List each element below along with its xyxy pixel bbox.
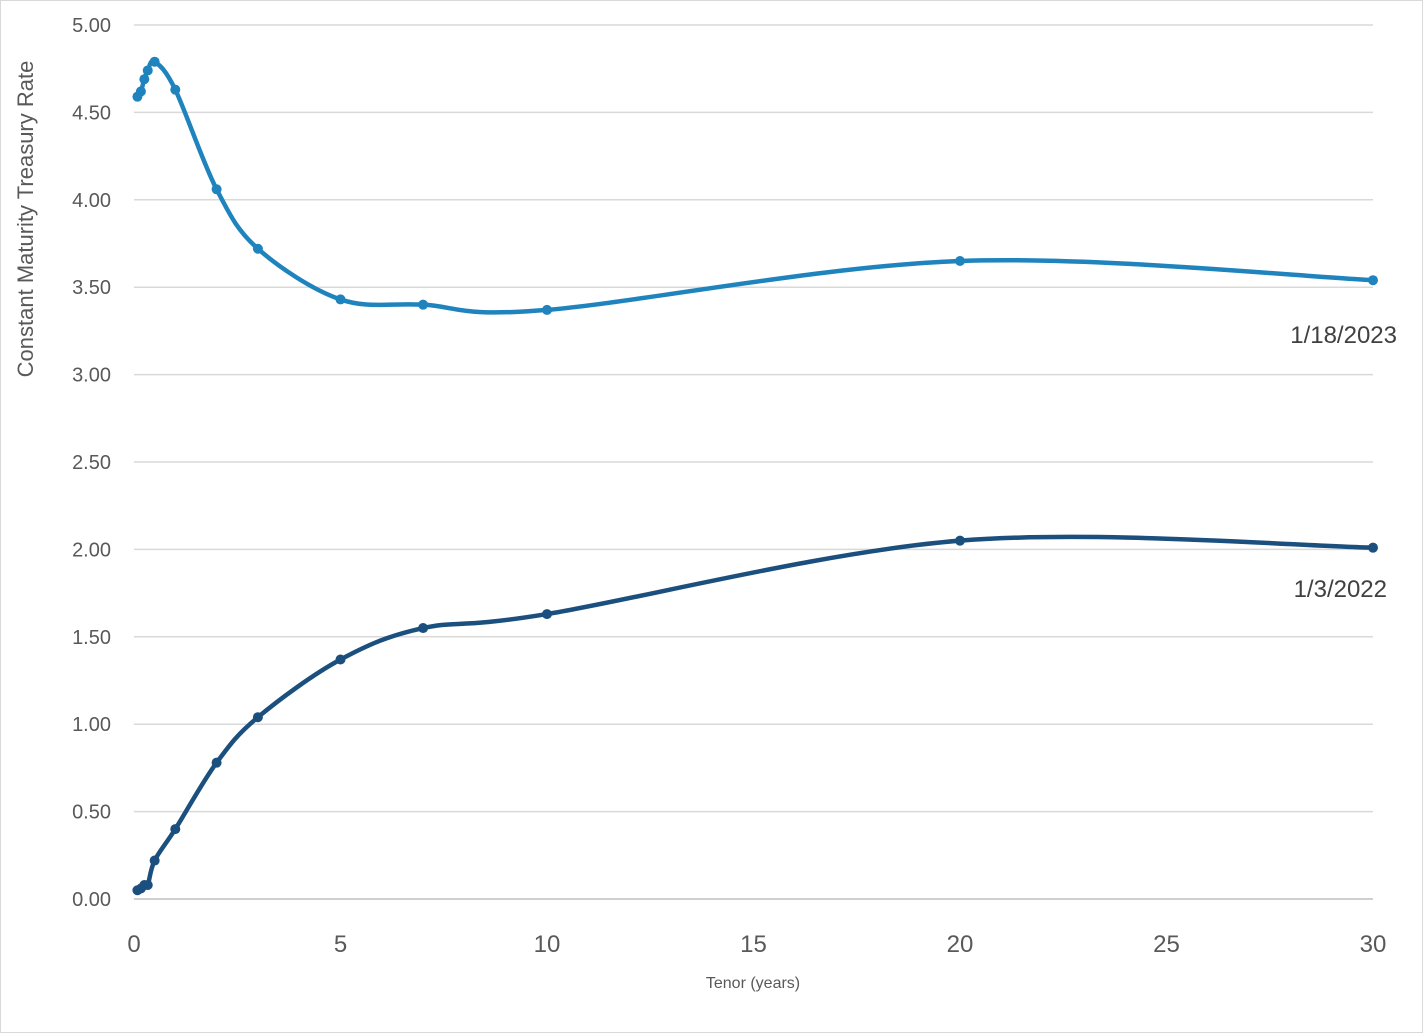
y-axis-label: Constant Maturity Treasury Rate bbox=[13, 61, 38, 378]
data-point bbox=[955, 255, 965, 266]
data-point bbox=[139, 74, 150, 85]
series-points bbox=[132, 56, 1378, 896]
data-point bbox=[170, 84, 181, 95]
data-point bbox=[418, 623, 429, 634]
x-axis-label: Tenor (years) bbox=[706, 975, 800, 992]
series-labels: 1/18/2023 1/3/2022 bbox=[1290, 322, 1397, 603]
data-point bbox=[211, 184, 222, 195]
x-tick-label: 30 bbox=[1360, 931, 1387, 958]
y-tick-label: 2.00 bbox=[72, 539, 111, 561]
data-point bbox=[170, 824, 181, 835]
x-tick-label: 10 bbox=[534, 931, 561, 958]
x-tick-label: 5 bbox=[334, 931, 347, 958]
x-tick-label: 0 bbox=[127, 931, 140, 958]
data-point bbox=[252, 243, 263, 254]
data-point bbox=[418, 299, 429, 310]
series-lines bbox=[135, 58, 1376, 893]
y-axis-ticks: 0.00 0.50 1.00 1.50 2.00 2.50 3.00 3.50 4.00 4.50… bbox=[72, 15, 111, 911]
gridlines bbox=[134, 24, 1373, 900]
series-line bbox=[135, 58, 1376, 315]
data-point bbox=[1368, 542, 1378, 553]
data-point bbox=[542, 304, 552, 315]
data-point bbox=[149, 855, 160, 866]
y-tick-label: 1.00 bbox=[72, 714, 111, 736]
data-point bbox=[335, 294, 346, 305]
y-tick-label: 3.00 bbox=[72, 365, 111, 387]
y-tick-label: 1.50 bbox=[72, 627, 111, 649]
y-tick-label: 3.50 bbox=[72, 277, 111, 299]
data-point bbox=[142, 880, 153, 891]
x-tick-label: 15 bbox=[740, 931, 767, 958]
series-label: 1/18/2023 bbox=[1290, 322, 1397, 349]
data-point bbox=[211, 757, 222, 768]
x-axis-ticks: 0 5 10 15 20 25 30 bbox=[127, 931, 1386, 958]
data-point bbox=[142, 65, 153, 76]
data-point bbox=[252, 712, 263, 723]
y-tick-label: 0.50 bbox=[72, 802, 111, 824]
x-tick-label: 20 bbox=[947, 931, 974, 958]
series-label: 1/3/2022 bbox=[1294, 576, 1387, 603]
data-point bbox=[1368, 275, 1378, 286]
data-point bbox=[955, 535, 965, 546]
y-tick-label: 4.50 bbox=[72, 102, 111, 124]
y-tick-label: 0.00 bbox=[72, 889, 111, 911]
data-point bbox=[335, 654, 346, 665]
y-tick-label: 4.00 bbox=[72, 190, 111, 212]
y-tick-label: 2.50 bbox=[72, 452, 111, 474]
series-line bbox=[135, 534, 1376, 893]
data-point bbox=[149, 56, 160, 67]
x-tick-label: 25 bbox=[1153, 931, 1180, 958]
data-point bbox=[542, 609, 552, 620]
y-tick-label: 5.00 bbox=[72, 15, 111, 37]
data-point bbox=[135, 86, 146, 97]
